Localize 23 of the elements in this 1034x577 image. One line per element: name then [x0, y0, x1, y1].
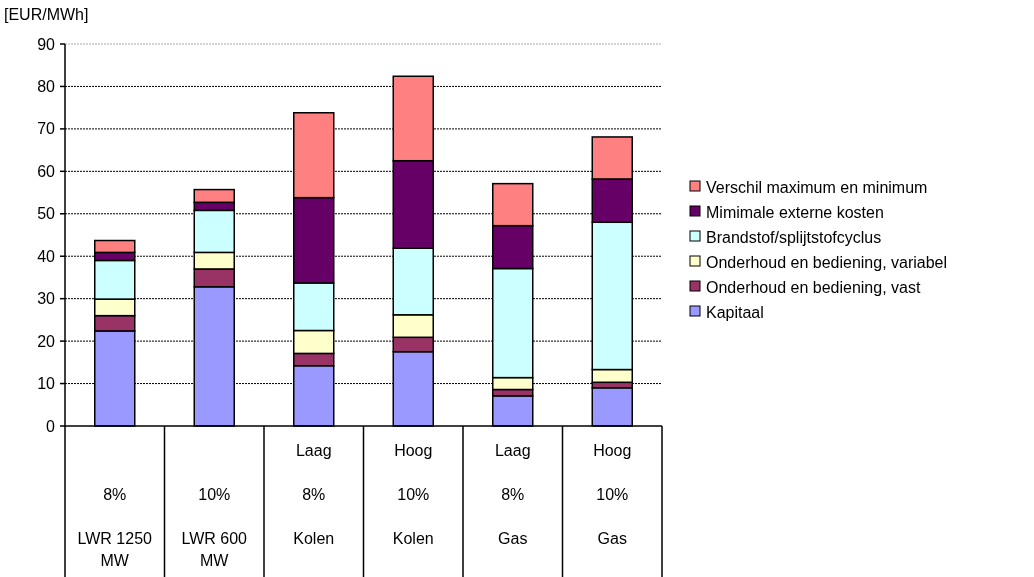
- legend-label: Kapitaal: [706, 303, 764, 321]
- category-label: 8% LWR 1250 MW: [77, 486, 152, 569]
- y-tick-label: 50: [37, 205, 56, 223]
- category-label: Hoog 10% Gas: [593, 442, 632, 547]
- category-label: Laag 8% Kolen: [293, 442, 335, 547]
- y-tick-label: 20: [37, 332, 56, 350]
- legend-label: Onderhoud en bediening, variabel: [706, 253, 948, 271]
- legend-label: Brandstof/splijtstofcyclus: [706, 228, 882, 246]
- y-axis-title: [EUR/MWh]: [4, 6, 89, 23]
- y-tick-label: 70: [37, 120, 56, 138]
- y-tick-label: 60: [37, 162, 56, 180]
- category-label: Laag 8% Gas: [494, 442, 531, 547]
- legend-label: Onderhoud en bediening, vast: [706, 278, 921, 296]
- y-tick-label: 90: [37, 35, 56, 53]
- legend-label: Mimimale externe kosten: [706, 203, 884, 221]
- legend-label: Verschil maximum en minimum: [706, 178, 928, 196]
- category-label: 10% LWR 600 MW: [181, 486, 248, 569]
- y-tick-label: 80: [37, 78, 56, 96]
- y-tick-label: 10: [37, 375, 56, 393]
- y-tick-label: 30: [37, 290, 56, 308]
- y-tick-label: 40: [37, 247, 56, 265]
- y-tick-label: 0: [46, 417, 56, 435]
- category-label: Hoog 10% Kolen: [392, 442, 434, 547]
